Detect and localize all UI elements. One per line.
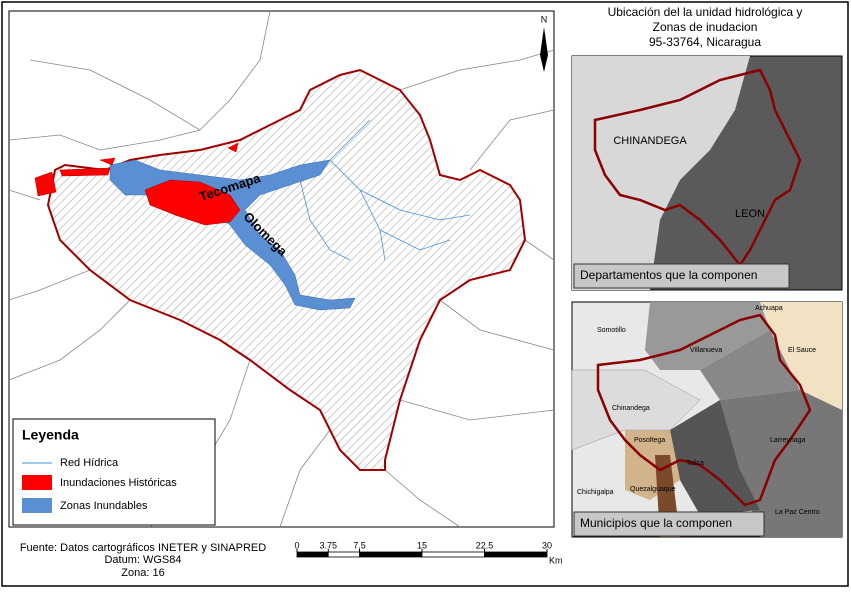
scale-segment <box>296 551 329 558</box>
municipality-label: Posoltega <box>634 437 665 444</box>
source-line: Zona: 16 <box>121 567 164 579</box>
main-map: Tecomapa Olomega Leyenda Red Hídrica Inu… <box>8 10 555 528</box>
source: Fuente: Datos cartográficos INETER y SIN… <box>20 542 266 579</box>
legend-label: Red Hídrica <box>60 457 119 469</box>
scale-tick-label: 0 <box>294 540 299 550</box>
scale-segment <box>484 551 548 558</box>
scale-segment <box>327 551 360 558</box>
scale-tick-label: 15 <box>417 540 427 550</box>
municipality-label: Somotillo <box>597 327 626 334</box>
scale-tick-label: 22.5 <box>476 540 494 550</box>
title-line: Zonas de inudacion <box>653 20 758 34</box>
north-label: N <box>541 14 548 24</box>
municipality-area <box>670 400 760 515</box>
municipality-label: La Paz Centro <box>775 509 820 516</box>
scale-unit: Km <box>549 555 563 565</box>
legend: Leyenda Red Hídrica Inundaciones Históri… <box>12 418 216 526</box>
source-line: Fuente: Datos cartográficos INETER y SIN… <box>20 542 266 554</box>
inset-caption: Departamentos que la componen <box>580 268 757 282</box>
scale-bar: 0 3.75 7.5 15 22.5 30 Km <box>294 540 562 565</box>
legend-title: Leyenda <box>22 427 79 443</box>
river-network <box>299 119 471 261</box>
department-label: CHINANDEGA <box>613 135 687 147</box>
watershed-outline <box>593 68 802 268</box>
north-arrow: N <box>540 14 548 72</box>
north-symbol <box>540 27 548 72</box>
municipality-label: Larreynaga <box>770 437 806 444</box>
municipality-label: Chinandega <box>612 405 650 412</box>
title-line: 95-33764, Nicaragua <box>649 35 761 49</box>
title: Ubicación del la unidad hidrológica y Zo… <box>608 5 803 49</box>
inset-caption-box <box>573 263 790 289</box>
scale-tick-label: 7.5 <box>353 540 366 550</box>
municipality-area <box>760 302 842 410</box>
legend-swatch <box>22 475 52 490</box>
watershed-outline <box>596 313 812 507</box>
scale-tick-label: 3.75 <box>319 540 337 550</box>
municipality-label: El Sauce <box>788 347 816 354</box>
legend-swatch <box>22 498 52 513</box>
scale-tick-label: 30 <box>542 540 552 550</box>
inset-departments: CHINANDEGA LEON Departamentos que la com… <box>571 55 843 291</box>
legend-label: Zonas Inundables <box>60 500 148 512</box>
source-line: Datum: WGS84 <box>104 554 181 566</box>
municipal-boundaries <box>8 10 555 528</box>
inset-caption-box <box>573 511 765 537</box>
municipality-label: Telica <box>686 460 704 467</box>
municipality-label: Quezalguaque <box>630 486 676 493</box>
inset-caption: Municipios que la componen <box>580 516 732 530</box>
title-line: Ubicación del la unidad hidrológica y <box>608 5 803 19</box>
scale-segment <box>359 551 423 558</box>
municipality-area <box>571 369 701 451</box>
municipality-label: Chichigalpa <box>577 489 614 496</box>
municipality-labels: Somotillo Achuapa Villanueva El Sauce Ch… <box>577 305 820 516</box>
municipality-area <box>700 330 800 400</box>
legend-label: Inundaciones Históricas <box>60 477 177 489</box>
municipality-label: Villanueva <box>690 347 722 354</box>
department-label: LEON <box>735 208 765 220</box>
municipality-label: Achuapa <box>755 305 783 312</box>
historic-floods <box>34 142 241 226</box>
inset-municipalities: Somotillo Achuapa Villanueva El Sauce Ch… <box>571 301 843 538</box>
scale-segment <box>421 551 485 558</box>
